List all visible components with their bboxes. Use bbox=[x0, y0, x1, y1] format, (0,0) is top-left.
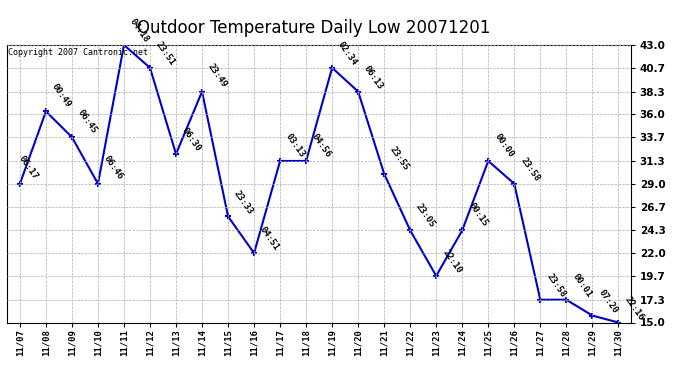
Text: 03:13: 03:13 bbox=[284, 132, 307, 159]
Text: 22:10: 22:10 bbox=[440, 248, 463, 275]
Text: Outdoor Temperature Daily Low 20071201: Outdoor Temperature Daily Low 20071201 bbox=[137, 19, 491, 37]
Text: Copyright 2007 Cantronic.net: Copyright 2007 Cantronic.net bbox=[8, 48, 148, 57]
Text: 06:30: 06:30 bbox=[180, 126, 203, 153]
Text: 07:20: 07:20 bbox=[596, 288, 620, 315]
Text: 23:49: 23:49 bbox=[206, 62, 229, 89]
Text: 06:17: 06:17 bbox=[17, 154, 40, 182]
Text: 04:51: 04:51 bbox=[258, 225, 281, 252]
Text: 02:34: 02:34 bbox=[336, 40, 359, 67]
Text: 22:16: 22:16 bbox=[622, 294, 645, 322]
Text: 00:01: 00:01 bbox=[571, 272, 593, 299]
Text: 23:58: 23:58 bbox=[544, 272, 567, 299]
Text: 00:15: 00:15 bbox=[466, 201, 489, 228]
Text: 06:13: 06:13 bbox=[362, 64, 385, 91]
Text: 23:05: 23:05 bbox=[415, 202, 437, 229]
Text: 04:56: 04:56 bbox=[310, 132, 333, 159]
Text: 06:45: 06:45 bbox=[76, 108, 99, 135]
Text: 00:00: 00:00 bbox=[493, 132, 515, 159]
Text: 23:33: 23:33 bbox=[233, 189, 255, 216]
Text: 23:55: 23:55 bbox=[388, 144, 411, 172]
Text: 00:49: 00:49 bbox=[50, 82, 73, 109]
Text: 06:46: 06:46 bbox=[102, 154, 125, 182]
Text: 23:58: 23:58 bbox=[518, 156, 541, 183]
Text: 04:18: 04:18 bbox=[128, 17, 151, 44]
Text: 23:51: 23:51 bbox=[154, 40, 177, 67]
